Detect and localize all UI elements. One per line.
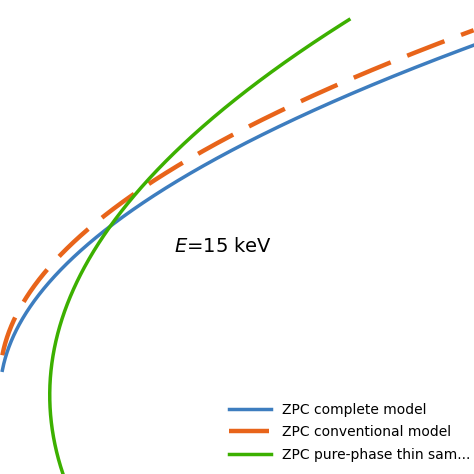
Legend: ZPC complete model, ZPC conventional model, ZPC pure-phase thin sam...: ZPC complete model, ZPC conventional mod… [224, 397, 474, 467]
Text: $E$=15 keV: $E$=15 keV [173, 237, 272, 256]
